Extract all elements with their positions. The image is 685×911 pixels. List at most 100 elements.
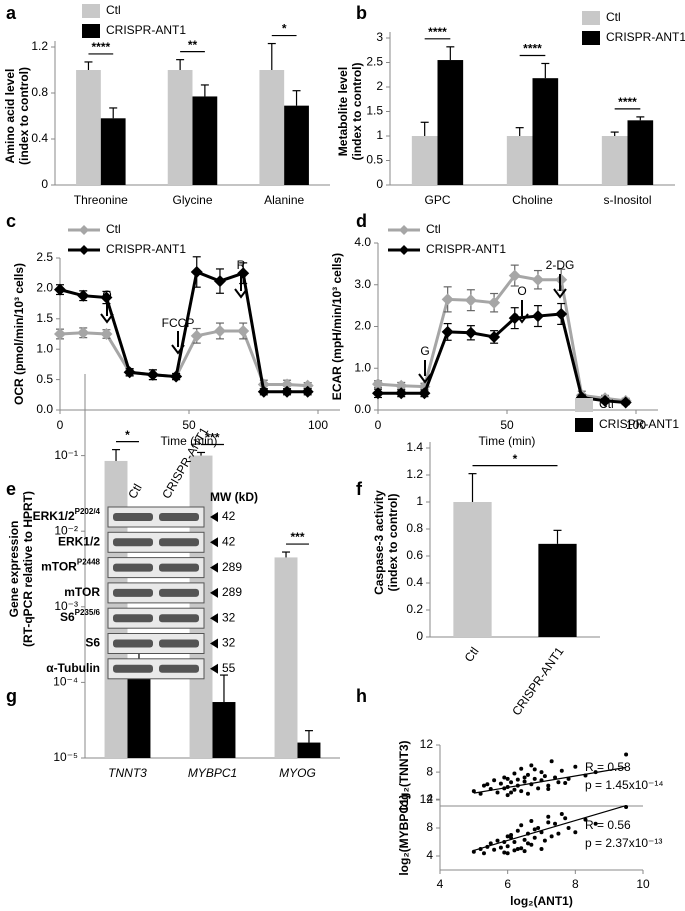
annotation: p = 1.45x10⁻¹⁴ (585, 778, 664, 792)
point (539, 847, 544, 851)
y-tick-label: 10⁻¹ (54, 448, 78, 462)
annotation-arrowhead (234, 288, 248, 299)
bar (284, 105, 309, 185)
legend-marker (79, 225, 89, 235)
point (532, 835, 537, 840)
bar (167, 70, 193, 185)
significance-label: *** (205, 431, 219, 445)
y-tick-label: 8 (426, 820, 433, 834)
y-tick-label: 4 (426, 791, 433, 805)
bar (76, 70, 101, 185)
row-label: mTOR (64, 585, 100, 599)
annotation: R = 0.58 (585, 760, 631, 774)
marker (281, 385, 294, 398)
point (481, 851, 486, 856)
legend-label: CRISPR-ANT1 (426, 242, 506, 256)
blot-band (113, 614, 153, 623)
point (512, 787, 517, 792)
marker (100, 328, 113, 340)
bar (192, 96, 218, 185)
row-arrow (210, 537, 218, 548)
point (492, 778, 497, 783)
legend-label: Ctl (426, 222, 441, 236)
marker (190, 265, 203, 278)
y-axis-title: Metabolite level (336, 67, 350, 156)
bar (411, 136, 438, 185)
bar (297, 742, 321, 758)
blot-frame (107, 557, 205, 579)
marker (508, 269, 521, 282)
y-axis-title: (index to control) (17, 67, 31, 165)
y-axis-title: log₂(TNNT3) (397, 741, 411, 811)
blot-frame (107, 582, 205, 604)
legend-swatch (582, 11, 600, 25)
point (593, 821, 598, 826)
y-tick-label: 0.8 (31, 85, 48, 99)
row-arrow (210, 512, 218, 522)
blot-band (159, 563, 199, 572)
marker (441, 325, 454, 338)
bar (506, 136, 533, 185)
y-axis-title: (RT-qPCR relative to HPRT) (21, 491, 35, 647)
y-axis-title: ECAR (mpH/min/10³ cells) (330, 253, 344, 400)
significance-label: **** (91, 40, 110, 54)
y-axis-title: log₂(MYBPC1) (397, 794, 411, 875)
y-tick-label: 1.4 (406, 440, 423, 454)
point (553, 775, 558, 780)
marker (257, 385, 270, 398)
bar (538, 543, 577, 637)
x-tick-label: 10 (636, 877, 650, 891)
y-tick-label: 2 (376, 79, 383, 93)
y-axis-title: (index to control) (350, 63, 364, 161)
marker (123, 366, 136, 379)
row-arrow (210, 613, 218, 624)
row-label-sup: P2448 (77, 558, 101, 567)
row-label-sup: P202/4 (75, 507, 101, 516)
y-tick-label: 3.0 (354, 277, 371, 291)
point (532, 776, 537, 781)
bar (259, 70, 285, 185)
row-label-main: ERK1/2 (33, 509, 75, 523)
point (583, 817, 588, 822)
annotation: G (420, 344, 429, 358)
annotation: 2-DG (546, 258, 575, 272)
blot-band (113, 563, 153, 572)
point (556, 831, 561, 836)
point (515, 847, 520, 851)
point (509, 833, 514, 837)
point (546, 820, 551, 825)
point (536, 826, 541, 830)
bar (437, 60, 464, 185)
marker (488, 296, 501, 309)
y-tick-label: 0.8 (406, 521, 423, 535)
y-tick-label: 0.4 (406, 575, 423, 589)
marker (170, 370, 183, 383)
y-tick-label: 1.0 (36, 341, 53, 355)
series-line (59, 269, 308, 394)
y-tick-label: 0 (376, 177, 383, 191)
row-label-main: mTOR (64, 585, 100, 599)
point (519, 789, 524, 794)
point (525, 791, 530, 796)
annotation-arrowhead (171, 344, 185, 355)
marker (531, 273, 544, 286)
blot-band (113, 664, 153, 673)
x-axis-title: log₂(ANT1) (510, 894, 573, 908)
panel-label: e (6, 479, 16, 499)
legend-swatch (575, 398, 593, 412)
legend-swatch (575, 418, 593, 432)
y-tick-label: 0 (416, 629, 423, 643)
point (485, 782, 490, 787)
bar (127, 664, 151, 758)
y-tick-label: 8 (426, 764, 433, 778)
point (573, 764, 578, 769)
fit-line (473, 805, 627, 851)
significance-label: ** (188, 38, 198, 52)
point (546, 787, 551, 792)
annotation: O (102, 288, 111, 302)
y-tick-label: 3 (376, 30, 383, 44)
point (522, 849, 527, 854)
row-label: S6 (85, 636, 100, 650)
point (492, 847, 497, 852)
